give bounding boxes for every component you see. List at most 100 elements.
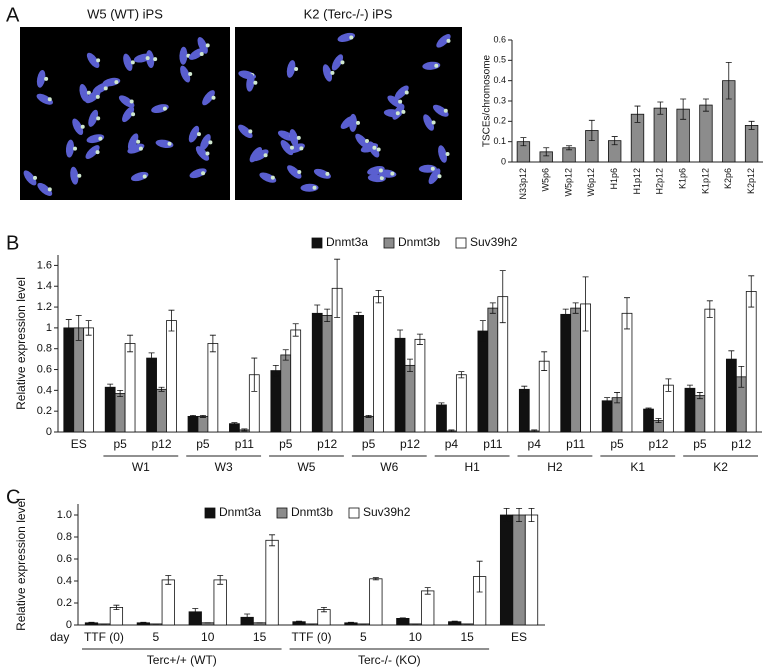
error-bar	[582, 276, 589, 332]
telomere-spot	[80, 124, 85, 129]
telomere-spot	[289, 145, 294, 150]
bar	[311, 312, 323, 433]
chromosome	[79, 83, 89, 102]
bar	[477, 330, 489, 433]
chromosome	[65, 139, 75, 158]
telomere-spot	[95, 94, 100, 99]
chromosome	[155, 139, 174, 149]
bar	[363, 415, 374, 433]
telomere-spot	[430, 166, 435, 171]
x-tick-label: TTF (0)	[84, 630, 124, 644]
chromosome	[86, 52, 100, 68]
x-tick-label: p5	[362, 437, 376, 451]
error-bar	[489, 302, 496, 314]
group-label: W1	[132, 460, 150, 474]
legend-swatch	[276, 507, 288, 519]
telomere-spot	[446, 38, 451, 43]
error-bar	[399, 617, 406, 620]
error-bar	[521, 385, 528, 393]
x-tick-label: p5	[693, 437, 707, 451]
group-label: H1	[464, 460, 480, 474]
error-bar	[192, 608, 199, 616]
telomere-spot	[325, 171, 330, 176]
error-bar	[209, 334, 216, 353]
x-tick-label: ES	[71, 437, 87, 451]
y-axis-label: TSCEs/chromosome	[482, 54, 493, 147]
telomere-spot	[205, 43, 210, 48]
bar	[745, 291, 757, 433]
error-bar	[706, 300, 713, 318]
bar	[684, 387, 696, 433]
telomere-spot	[188, 72, 193, 77]
chromosome	[252, 149, 269, 162]
chromosome	[200, 134, 211, 151]
chromosome	[436, 34, 451, 48]
x-tick-label: p11	[235, 437, 254, 451]
error-bar	[562, 308, 569, 320]
y-tick-label: 0.4	[37, 384, 52, 396]
error-bar	[241, 428, 248, 432]
bar	[394, 337, 406, 433]
y-tick-label: 0	[46, 426, 52, 438]
telomere-spot	[73, 146, 78, 151]
error-bar	[190, 414, 197, 418]
bar	[353, 314, 365, 433]
error-bar	[476, 560, 483, 593]
x-tick-label: p5	[279, 437, 293, 451]
error-bar	[725, 61, 732, 100]
bar	[725, 358, 737, 433]
telomere-spot	[401, 109, 406, 114]
error-bar	[355, 311, 362, 319]
error-bar	[657, 101, 664, 115]
telomere-spot	[145, 56, 150, 61]
bar	[290, 329, 302, 433]
error-bar	[113, 604, 120, 610]
x-tick-label: H2p12	[655, 168, 665, 195]
chromosome	[188, 48, 205, 60]
error-bar	[451, 620, 458, 623]
bar	[414, 338, 426, 433]
telomere-spot	[196, 132, 201, 137]
bar	[321, 314, 333, 433]
telomere-spot	[443, 108, 448, 113]
error-bar	[140, 621, 147, 624]
error-bar	[686, 384, 693, 392]
error-bar	[520, 137, 527, 147]
bar	[83, 327, 95, 433]
x-tick-label: ES	[511, 630, 527, 644]
telomere-spot	[379, 176, 384, 181]
bar	[704, 308, 716, 433]
y-tick-label: 0.6	[493, 34, 506, 44]
telomere-spot	[77, 173, 82, 178]
error-bar	[645, 407, 652, 411]
x-tick-label: H1p12	[632, 168, 642, 195]
chromosome	[287, 165, 302, 179]
y-tick-label: 0.8	[57, 531, 72, 543]
chromosome	[355, 133, 369, 149]
chromosome	[127, 143, 145, 154]
error-bar	[479, 320, 486, 342]
x-tick-label: p11	[566, 437, 585, 451]
telomere-spot	[296, 135, 301, 140]
y-tick-label: 1.4	[37, 280, 52, 292]
y-tick-label: 0.6	[57, 553, 72, 565]
chromosome	[133, 53, 152, 63]
chromosome	[88, 109, 99, 127]
telomere-spot	[263, 153, 268, 158]
error-bar	[543, 147, 550, 157]
x-tick-label: p12	[648, 437, 668, 451]
error-bar	[217, 575, 224, 585]
error-bar	[516, 508, 523, 522]
error-bar	[448, 429, 455, 433]
error-bar	[117, 389, 124, 397]
bar	[213, 579, 227, 626]
legend-swatch	[383, 237, 395, 249]
telomere-spot	[349, 35, 354, 40]
error-bar	[397, 329, 404, 348]
y-axis-label: Relative expression level	[14, 498, 28, 631]
chromosome	[259, 172, 277, 183]
x-tick-label: p12	[731, 437, 751, 451]
bar	[499, 514, 514, 626]
chromosome	[102, 77, 121, 87]
chromosome	[189, 168, 207, 179]
